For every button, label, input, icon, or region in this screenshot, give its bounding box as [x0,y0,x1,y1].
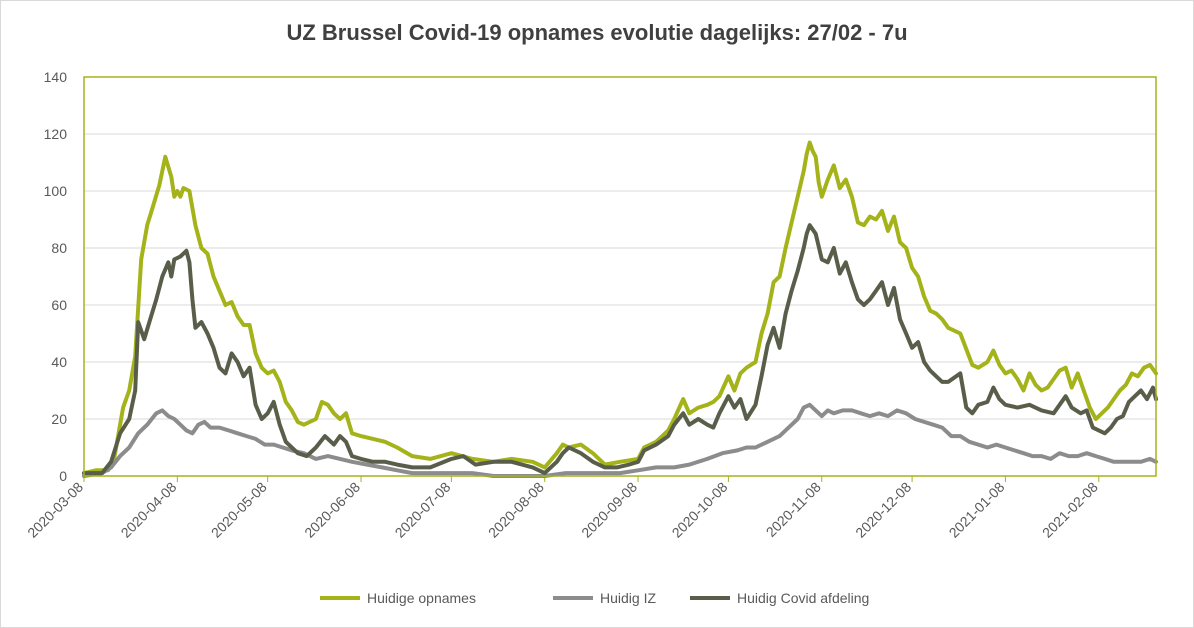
x-axis: 2020-03-08 2020-04-08 2020-05-08 2020-06-08… [24,476,1101,541]
chart-title: UZ Brussel Covid-19 opnames evolutie dag… [286,20,908,45]
series-lines [82,140,1158,478]
series-line-1 [82,140,1158,476]
legend-label-1: Huidige opnames [367,590,476,606]
y-tick-label: 60 [51,297,67,313]
series-line-2 [82,402,1158,478]
y-tick-label: 0 [59,468,67,484]
series-line-3 [82,223,1158,476]
x-tick-label: 2020-09-08 [578,479,640,541]
plot-area-border [83,76,1157,477]
y-axis: 0 20 40 60 80 100 120 140 [44,69,68,484]
x-tick-label: 2020-12-08 [852,479,914,541]
x-tick-label: 2020-11-08 [763,479,824,540]
y-tick-label: 20 [51,411,67,427]
legend-label-3: Huidig Covid afdeling [737,590,869,606]
y-tick-label: 80 [51,240,67,256]
legend-label-2: Huidig IZ [600,590,656,606]
x-tick-label: 2021-01-08 [946,479,1008,541]
gridlines [84,133,1156,420]
x-tick-label: 2020-08-08 [485,479,547,541]
x-tick-label: 2021-02-08 [1039,479,1101,541]
x-tick-label: 2020-03-08 [24,479,86,541]
x-tick-label: 2020-06-08 [301,479,363,541]
x-tick-label: 2020-07-08 [392,479,454,541]
y-tick-label: 140 [44,69,68,85]
legend: Huidige opnames Huidig IZ Huidig Covid afd… [320,590,869,606]
y-tick-label: 40 [51,354,67,370]
x-tick-label: 2020-04-08 [118,479,180,541]
x-tick-label: 2020-05-08 [208,479,270,541]
y-tick-label: 100 [44,183,68,199]
x-tick-label: 2020-10-08 [669,479,731,541]
y-tick-label: 120 [44,126,68,142]
